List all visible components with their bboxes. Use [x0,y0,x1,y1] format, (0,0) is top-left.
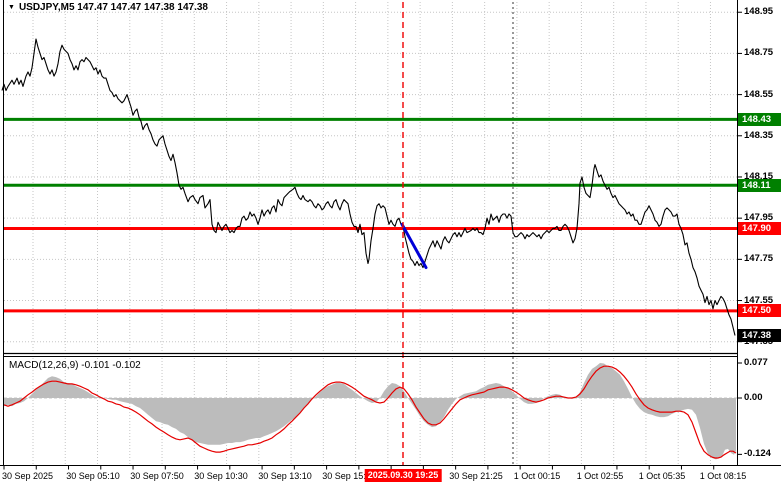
price-axis-label: 148.75 [744,47,774,59]
macd-panel[interactable] [4,358,737,464]
trendline[interactable] [400,222,428,270]
time-cursor-badge: 2025.09.30 19:25 [364,469,442,482]
time-axis-label: 30 Sep 15:50 [322,471,376,481]
macd-histogram [4,363,736,460]
chevron-down-icon[interactable]: ▼ [8,4,15,11]
price-level-badge: 147.90 [738,221,781,235]
current-price-badge: 147.38 [738,329,781,343]
macd-axis-label: -0.124 [744,448,771,460]
price-axis-label: 148.95 [744,6,774,18]
price-axis-label: 147.55 [744,294,774,306]
time-axis-label: 30 Sep 13:10 [258,471,312,481]
macd-signal-line [3,365,737,459]
chart-title: ▼ USDJPY,M5 147.47 147.47 147.38 147.38 [8,2,208,13]
macd-indicator-label: MACD(12,26,9) -0.101 -0.102 [9,360,141,371]
time-axis-label: 1 Oct 08:15 [699,471,747,481]
time-axis-label: 1 Oct 00:15 [513,471,561,481]
price-level-badge: 148.43 [738,112,781,126]
time-axis-label: 30 Sep 2025 [2,471,54,481]
macd-axis-label: 0.00 [744,392,763,403]
time-axis-label: 30 Sep 05:10 [66,471,120,481]
price-level-badge: 148.11 [738,178,781,192]
price-level-badge: 147.50 [738,304,781,318]
time-axis-label: 30 Sep 21:25 [449,471,503,481]
price-axis-label: 148.55 [744,88,774,100]
price-axis-label: 147.75 [744,253,774,265]
price-axis-label: 147.95 [744,212,774,224]
time-axis-label: 1 Oct 05:35 [638,471,686,481]
macd-axis-label: 0.077 [744,357,768,368]
price-axis-label: 148.15 [744,170,774,182]
symbol-ohlc-text: USDJPY,M5 147.47 147.47 147.38 147.38 [18,2,208,13]
time-axis-label: 1 Oct 02:55 [576,471,624,481]
time-axis-label: 30 Sep 10:30 [194,471,248,481]
price-series [1,38,736,336]
time-axis-label: 30 Sep 07:50 [130,471,184,481]
price-panel[interactable] [4,4,737,352]
price-axis-label: 148.35 [744,129,774,141]
